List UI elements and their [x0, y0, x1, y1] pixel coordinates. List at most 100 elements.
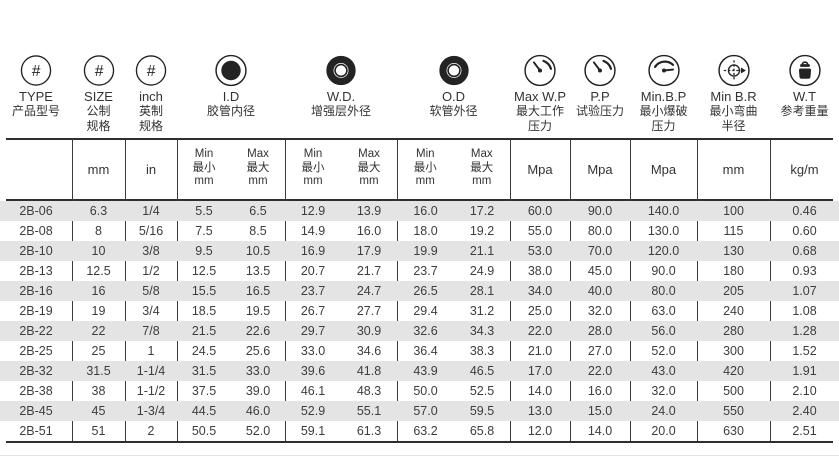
cell-od-max: 21.1 [469, 244, 495, 258]
unit-label: in [145, 162, 157, 177]
weight-icon [788, 54, 821, 87]
cell-id-max: 46.0 [245, 404, 271, 418]
cell-max-wp: 55.0 [527, 224, 553, 238]
cell-pp: 28.0 [587, 324, 613, 338]
cell-od-max: 19.2 [469, 224, 495, 238]
cell-od-max: 52.5 [469, 384, 495, 398]
cell-wd-min: 59.1 [300, 424, 326, 438]
svg-text:#: # [94, 63, 103, 80]
cell-type: 2B-06 [19, 204, 53, 218]
cell-pp: 22.0 [587, 364, 613, 378]
subheader-w-t: kg/m [770, 140, 839, 199]
cell-max-wp: 25.0 [527, 304, 553, 318]
cell-id-min: 5.5 [195, 204, 213, 218]
cell-min-bp: 63.0 [651, 304, 676, 318]
column-header-i-d: I.D 胶管内径 [177, 0, 285, 138]
cell-od-min: 16.0 [413, 204, 438, 218]
column-label-cn: 试验压力 [575, 104, 624, 118]
burst-pressure-gauge-icon [647, 54, 680, 87]
table-row: 2B-10 10 3/8 9.5 10.5 16.9 17.9 19.9 21.1 53.0 70.… [0, 241, 839, 261]
column-label-cn: 最小弯曲 半径 [709, 104, 758, 133]
cell-wd-min: 39.6 [300, 364, 326, 378]
cell-wd-max: 13.9 [356, 204, 382, 218]
cell-size-mm: 38 [91, 384, 106, 398]
cell-min-br: 205 [723, 284, 744, 298]
column-header-p-p: P.P 试验压力 [570, 0, 630, 138]
min-header: Min 最小 mm [413, 148, 437, 187]
cell-max-wp: 38.0 [527, 264, 553, 278]
unit-label: Mpa [650, 162, 677, 177]
column-label-en: TYPE [19, 89, 53, 104]
cell-max-wp: 60.0 [527, 204, 553, 218]
cell-id-min: 44.5 [191, 404, 217, 418]
cell-id-min: 12.5 [191, 264, 217, 278]
cell-max-wp: 12.0 [527, 424, 553, 438]
cell-size-inch: 1/2 [142, 264, 160, 278]
cell-size-inch: 2 [147, 424, 155, 438]
cell-type: 2B-51 [19, 424, 53, 438]
cell-od-min: 23.7 [413, 264, 438, 278]
column-label-cn: 英制 规格 [138, 104, 163, 133]
column-label-en: SIZE [84, 89, 113, 104]
cell-type: 2B-19 [19, 304, 53, 318]
cell-min-br: 100 [723, 204, 744, 218]
column-label-cn: 最小爆破 压力 [639, 104, 688, 133]
cell-id-min: 21.5 [191, 324, 217, 338]
table-row: 2B-38 38 1-1/2 37.5 39.0 46.1 48.3 50.0 52.5 14.0… [0, 381, 839, 401]
cell-od-min: 50.0 [413, 384, 438, 398]
subheader-w-d: Min 最小 mm Max 最大 mm [285, 140, 397, 199]
cell-id-max: 16.5 [245, 284, 271, 298]
min-header: Min 最小 mm [301, 148, 325, 187]
cell-id-max: 52.0 [245, 424, 271, 438]
subheader-min-b-r: mm [697, 140, 770, 199]
cell-pp: 14.0 [587, 424, 613, 438]
cell-min-bp: 56.0 [651, 324, 676, 338]
cell-min-br: 300 [723, 344, 744, 358]
cell-size-mm: 51 [91, 424, 106, 438]
subheader-o-d: Min 最小 mm Max 最大 mm [397, 140, 510, 199]
cell-min-br: 115 [723, 224, 744, 238]
column-header-min-b-p: Min.B.P 最小爆破 压力 [630, 0, 697, 138]
table-row: 2B-16 16 5/8 15.5 16.5 23.7 24.7 26.5 28.1 34.0 40… [0, 281, 839, 301]
unit-label [0, 140, 72, 199]
cell-min-br: 550 [723, 404, 744, 418]
cell-min-bp: 20.0 [651, 424, 676, 438]
cell-id-min: 18.5 [191, 304, 217, 318]
cell-size-inch: 3/4 [142, 304, 160, 318]
unit-label: mm [87, 162, 110, 177]
cell-id-min: 9.5 [195, 244, 213, 258]
column-header-max-w-p: Max W.P 最大工作 压力 [510, 0, 570, 138]
cell-pp: 45.0 [587, 264, 613, 278]
table-row: 2B-22 22 7/8 21.5 22.6 29.7 30.9 32.6 34.3 22.0 28… [0, 321, 839, 341]
cell-wd-min: 33.0 [300, 344, 326, 358]
cell-min-bp: 32.0 [651, 384, 676, 398]
pressure-gauge-icon [584, 54, 617, 87]
cell-pp: 90.0 [587, 204, 613, 218]
subheader-i-d: Min 最小 mm Max 最大 mm [177, 140, 285, 199]
cell-id-min: 7.5 [195, 224, 213, 238]
cell-id-min: 50.5 [191, 424, 217, 438]
cell-min-bp: 130.0 [647, 224, 680, 238]
cell-wd-max: 17.9 [356, 244, 382, 258]
subheader-bottom-rule [6, 199, 833, 201]
table-row: 2B-13 12.5 1/2 12.5 13.5 20.7 21.7 23.7 24.9 38.0… [0, 261, 839, 281]
column-label-en: Min B.R [710, 89, 757, 104]
column-label-en: W.T [792, 89, 817, 104]
minmax-header: Min 最小 mm Max 最大 mm [397, 140, 510, 199]
cell-wd-min: 20.7 [300, 264, 326, 278]
table-row: 2B-32 31.5 1-1/4 31.5 33.0 39.6 41.8 43.9 46.5 17… [0, 361, 839, 381]
cell-od-max: 46.5 [469, 364, 495, 378]
cell-size-inch: 1 [147, 344, 155, 358]
cell-size-inch: 1-1/4 [136, 364, 166, 378]
cell-od-max: 59.5 [469, 404, 495, 418]
cell-min-br: 180 [723, 264, 744, 278]
cell-min-bp: 43.0 [651, 364, 676, 378]
pressure-gauge-icon [524, 54, 557, 87]
column-label-cn: 参考重量 [780, 104, 829, 118]
bend-radius-icon [717, 54, 750, 87]
cell-id-max: 25.6 [245, 344, 271, 358]
column-label-en: P.P [590, 89, 610, 104]
cell-size-mm: 25 [91, 344, 106, 358]
cell-min-bp: 80.0 [651, 284, 676, 298]
cell-wt: 0.60 [792, 224, 817, 238]
